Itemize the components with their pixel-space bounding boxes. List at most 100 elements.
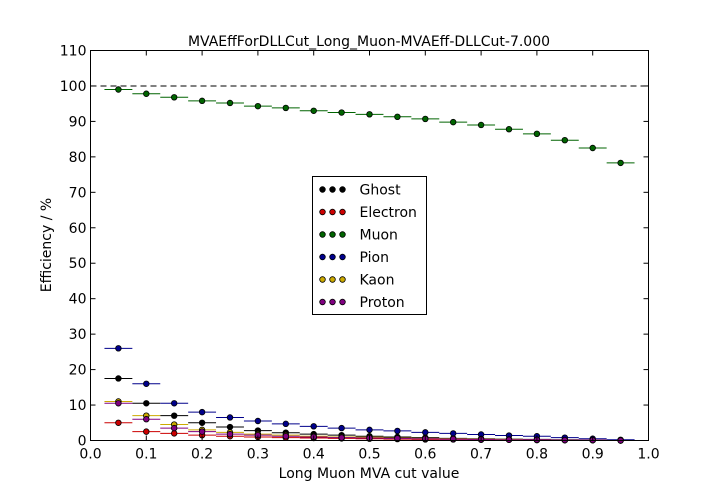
legend-marker (319, 208, 326, 216)
data-point (450, 435, 457, 443)
data-point (226, 99, 234, 107)
data-point (450, 118, 457, 126)
data-point (254, 417, 262, 425)
legend-marker (329, 231, 336, 238)
legend-marker (319, 253, 326, 261)
legend-label: Proton (360, 295, 405, 311)
data-point (338, 424, 345, 432)
data-point (533, 130, 541, 138)
x-tick-label: 0.7 (470, 447, 492, 463)
data-point (143, 90, 150, 97)
y-tick-label: 30 (69, 327, 87, 343)
data-point (338, 434, 345, 441)
legend-marker (339, 231, 346, 238)
data-point (282, 104, 289, 112)
data-point (198, 428, 206, 435)
data-point (143, 380, 150, 387)
data-point (226, 430, 234, 438)
data-point (226, 414, 234, 421)
legend-label: Electron (360, 205, 417, 221)
data-point (143, 416, 150, 423)
legend-marker (319, 276, 326, 283)
legend-box (312, 176, 427, 315)
x-tick-label: 0.5 (358, 447, 380, 463)
x-tick-label: 0.6 (414, 447, 436, 463)
legend-label: Muon (360, 228, 398, 244)
data-point (505, 126, 513, 133)
data-point (198, 408, 206, 416)
axes: 0.0 0.1 0.2 0.3 0.4 0.5 0.6 0.7 0.8 0.9 1.0 0 10 20 30… (60, 44, 660, 463)
legend: Ghost Electron Muon Pion Kaon Proton (312, 176, 427, 315)
legend-label: Kaon (360, 273, 395, 289)
data-point (143, 400, 150, 407)
legend-marker (329, 186, 336, 193)
x-tick-label: 0.4 (303, 447, 325, 463)
data-point (310, 107, 317, 114)
x-tick-label: 0.3 (247, 447, 269, 463)
data-point (282, 433, 289, 440)
data-point (282, 420, 289, 428)
data-point (366, 111, 373, 118)
data-point (143, 428, 150, 435)
data-point (450, 430, 457, 437)
legend-marker (339, 186, 346, 193)
legend-marker (319, 298, 326, 306)
x-tick-label: 0.1 (135, 447, 157, 463)
data-point (422, 115, 429, 123)
data-point (170, 412, 178, 419)
legend-marker (339, 276, 346, 283)
data-point (226, 423, 234, 431)
legend-marker (329, 298, 336, 306)
data-point (115, 375, 122, 382)
chart-title: MVAEffForDLLCut_Long_Muon-MVAEff-DLLCut-… (188, 34, 550, 50)
data-point (170, 424, 178, 432)
legend-marker (339, 298, 346, 306)
data-point (115, 86, 122, 93)
x-tick-label: 0.0 (79, 447, 101, 463)
data-point (422, 429, 429, 436)
data-point (310, 423, 317, 430)
data-point (505, 436, 513, 443)
x-axis-label: Long Muon MVA cut value (279, 466, 460, 482)
legend-marker (329, 208, 336, 216)
legend-marker (339, 208, 346, 216)
y-tick-label: 100 (60, 79, 87, 95)
data-point (617, 159, 624, 167)
legend-marker (319, 186, 326, 193)
data-point (338, 109, 345, 116)
x-tick-label: 0.2 (191, 447, 213, 463)
x-tick-label: 0.9 (582, 447, 604, 463)
legend-marker (319, 231, 326, 238)
legend-label: Pion (360, 250, 389, 266)
data-point (198, 419, 206, 426)
x-tick-label: 1.0 (637, 447, 659, 463)
y-tick-label: 0 (78, 434, 87, 450)
data-point (170, 430, 178, 437)
data-point (394, 435, 401, 442)
data-point (115, 419, 122, 426)
legend-marker (329, 276, 336, 283)
data-point (170, 94, 178, 101)
data-point (477, 121, 485, 129)
x-tick-label: 0.8 (526, 447, 548, 463)
y-tick-label: 80 (69, 150, 87, 166)
y-tick-label: 90 (69, 114, 87, 130)
data-point (589, 144, 596, 152)
legend-marker (329, 253, 336, 261)
y-tick-label: 70 (69, 185, 87, 201)
y-tick-label: 50 (69, 256, 87, 272)
y-tick-label: 110 (60, 44, 87, 60)
y-tick-label: 20 (69, 363, 87, 379)
data-point (198, 97, 206, 105)
data-point (394, 427, 401, 435)
y-tick-label: 10 (69, 398, 87, 414)
data-point (366, 426, 373, 434)
data-point (115, 345, 122, 352)
data-point (394, 113, 401, 120)
data-point (170, 400, 178, 407)
legend-marker (339, 253, 346, 261)
y-tick-label: 60 (69, 221, 87, 237)
data-point (561, 136, 568, 144)
legend-label: Ghost (360, 183, 402, 199)
